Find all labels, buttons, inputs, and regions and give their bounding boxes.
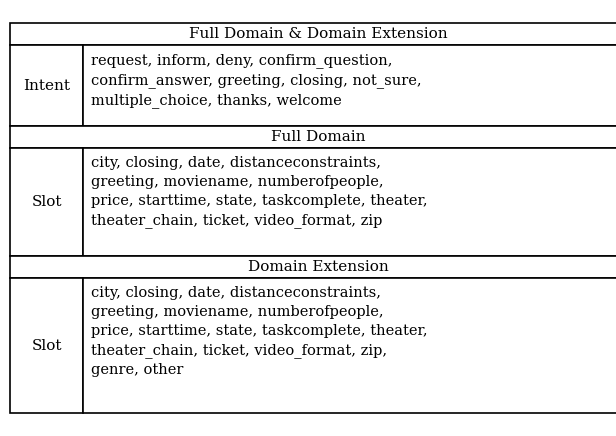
Bar: [10, 23, 616, 45]
Text: city, closing, date, distanceconstraints,
greeting, moviename, numberofpeople,
p: city, closing, date, distanceconstraints…: [91, 286, 428, 377]
Text: Slot: Slot: [31, 195, 62, 209]
Text: Slot: Slot: [31, 338, 62, 352]
Bar: [10, 256, 616, 278]
Bar: [83, 278, 616, 413]
Bar: [83, 45, 616, 126]
Text: Intent: Intent: [23, 78, 70, 92]
Text: Domain Extension: Domain Extension: [248, 260, 389, 274]
Bar: [10, 148, 83, 256]
Bar: [10, 45, 83, 126]
Text: Full Domain: Full Domain: [271, 130, 365, 144]
Text: city, closing, date, distanceconstraints,
greeting, moviename, numberofpeople,
p: city, closing, date, distanceconstraints…: [91, 156, 428, 228]
Text: request, inform, deny, confirm_question,
confirm_answer, greeting, closing, not_: request, inform, deny, confirm_question,…: [91, 53, 421, 108]
Bar: [10, 278, 83, 413]
Bar: [83, 148, 616, 256]
Bar: [10, 126, 616, 148]
Text: Full Domain & Domain Extension: Full Domain & Domain Extension: [189, 27, 448, 41]
